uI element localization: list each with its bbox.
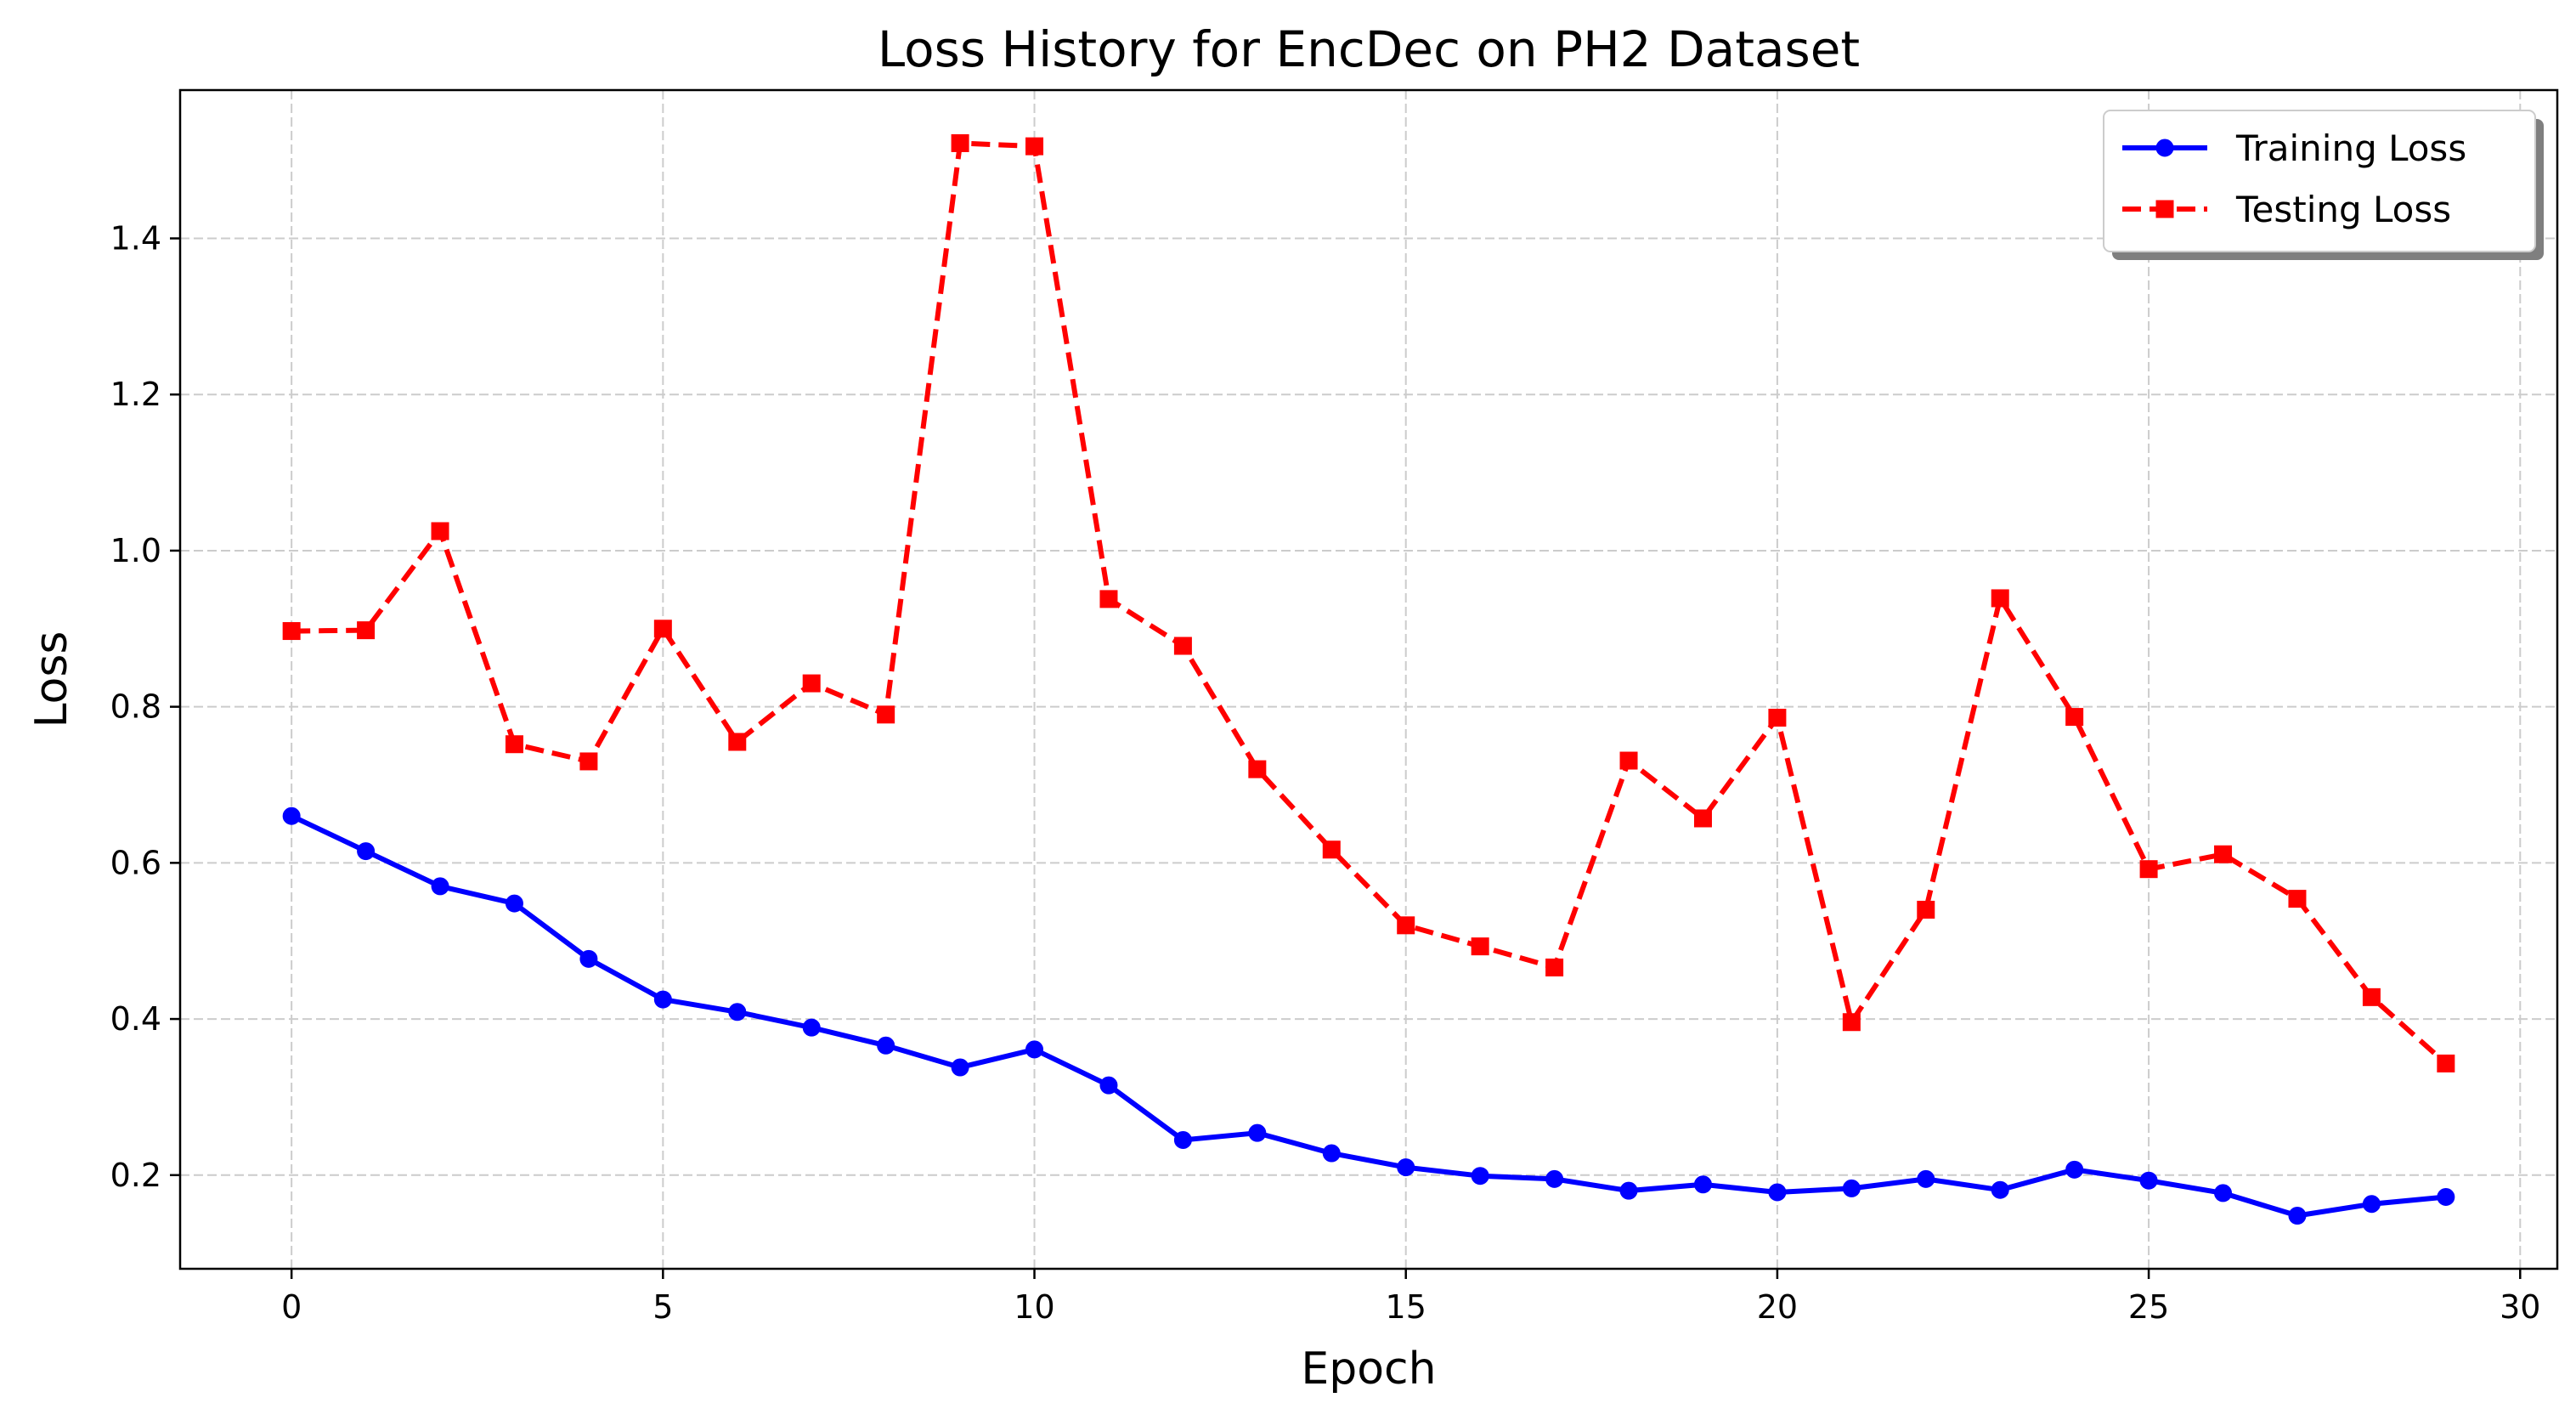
training-loss-point	[282, 806, 301, 825]
y-tick-label: 0.2	[110, 1157, 161, 1194]
training-loss-point	[579, 949, 598, 968]
y-tick-label: 1.4	[110, 220, 161, 257]
training-loss-point	[1842, 1179, 1861, 1197]
training-loss-point	[1768, 1183, 1787, 1202]
x-tick-label: 20	[1757, 1288, 1798, 1326]
training-loss-point	[1619, 1181, 1638, 1200]
legend-training-loss-marker	[2155, 139, 2174, 157]
training-loss-line	[290, 813, 2447, 1219]
y-tick-label: 0.4	[110, 1000, 161, 1038]
testing-loss-point	[1545, 958, 1564, 976]
training-loss-point	[728, 1003, 747, 1021]
x-tick-label: 10	[1014, 1288, 1054, 1326]
training-loss-point	[1917, 1169, 1935, 1188]
testing-loss-point	[505, 735, 523, 754]
testing-loss-point	[877, 705, 895, 724]
training-loss-point	[2139, 1171, 2158, 1190]
testing-loss-point	[282, 622, 301, 641]
grid-lines	[180, 90, 2557, 1269]
x-tick-label: 5	[652, 1288, 673, 1326]
testing-loss-point	[2214, 845, 2233, 863]
legend-testing-loss-label: Testing Loss	[2235, 189, 2451, 230]
testing-loss-point	[2065, 708, 2084, 727]
training-loss-point	[2065, 1160, 2084, 1179]
training-loss-series	[282, 806, 2455, 1225]
series-layer	[282, 133, 2455, 1225]
testing-loss-line	[291, 140, 2448, 1066]
testing-loss-point	[2288, 890, 2307, 908]
legend: Training Loss Testing Loss	[2103, 110, 2544, 260]
legend-training-loss-label: Training Loss	[2235, 127, 2466, 169]
x-tick-label: 25	[2128, 1288, 2169, 1326]
training-loss-point	[1397, 1158, 1415, 1177]
training-loss-point	[1991, 1180, 2009, 1199]
y-tick-label: 0.8	[110, 688, 161, 726]
testing-loss-point	[1173, 637, 1192, 655]
testing-loss-point	[1322, 840, 1341, 859]
testing-loss-point	[1471, 937, 1489, 956]
chart-title: Loss History for EncDec on PH2 Dataset	[878, 20, 1860, 78]
testing-loss-series	[282, 133, 2455, 1072]
training-loss-point	[1173, 1130, 1192, 1149]
testing-loss-point	[1397, 916, 1415, 935]
training-loss-point	[1693, 1175, 1712, 1194]
training-loss-point	[653, 990, 672, 1009]
training-loss-point	[2288, 1207, 2307, 1225]
training-loss-point	[1545, 1169, 1564, 1188]
training-loss-point	[431, 877, 449, 896]
testing-loss-point	[951, 133, 969, 152]
x-axis-label: Epoch	[1301, 1344, 1436, 1395]
training-loss-point	[1322, 1144, 1341, 1163]
plot-area-frame	[178, 88, 2559, 1270]
testing-loss-point	[1842, 1013, 1861, 1032]
x-tick-label: 30	[2500, 1288, 2540, 1326]
training-loss-point	[951, 1058, 969, 1077]
training-loss-point	[505, 894, 523, 913]
testing-loss-point	[1025, 137, 1044, 156]
testing-loss-point	[2437, 1054, 2455, 1072]
testing-loss-point	[431, 522, 449, 540]
training-loss-point	[2362, 1195, 2381, 1214]
x-tick-label: 15	[1386, 1288, 1426, 1326]
y-tick-label: 0.6	[110, 844, 161, 881]
testing-loss-point	[579, 752, 598, 771]
testing-loss-point	[1099, 590, 1118, 608]
testing-loss-point	[2362, 987, 2381, 1006]
legend-entries: Training Loss Testing Loss	[2122, 127, 2466, 230]
legend-testing-loss-marker	[2155, 200, 2174, 218]
testing-loss-point	[802, 674, 821, 693]
training-loss-point	[877, 1036, 895, 1055]
x-tick-label: 0	[281, 1288, 302, 1326]
testing-loss-point	[1991, 589, 2009, 608]
testing-loss-point	[1917, 900, 1935, 919]
y-tick-label: 1.2	[110, 376, 161, 413]
training-loss-point	[802, 1018, 821, 1037]
testing-loss-point	[1619, 751, 1638, 770]
training-loss-point	[1471, 1167, 1489, 1186]
training-loss-point	[1025, 1040, 1044, 1059]
training-loss-point	[1248, 1123, 1267, 1142]
testing-loss-point	[1693, 809, 1712, 828]
training-loss-point	[2437, 1187, 2455, 1206]
testing-loss-point	[653, 620, 672, 638]
testing-loss-point	[2139, 860, 2158, 879]
testing-loss-point	[357, 621, 376, 640]
testing-loss-point	[728, 733, 747, 751]
legend-box	[2103, 110, 2536, 252]
axis-ticks: 0 5 10 15 20 25 30 0.2 0.4 0.6 0.8 1.0 1.2 1.4	[110, 220, 2541, 1326]
y-tick-label: 1.0	[110, 532, 161, 569]
training-loss-point	[357, 842, 376, 861]
training-loss-point	[2214, 1184, 2233, 1202]
y-axis-label: Loss	[26, 631, 77, 727]
testing-loss-point	[1248, 760, 1267, 778]
training-loss-point	[1099, 1076, 1118, 1095]
testing-loss-point	[1768, 709, 1787, 727]
